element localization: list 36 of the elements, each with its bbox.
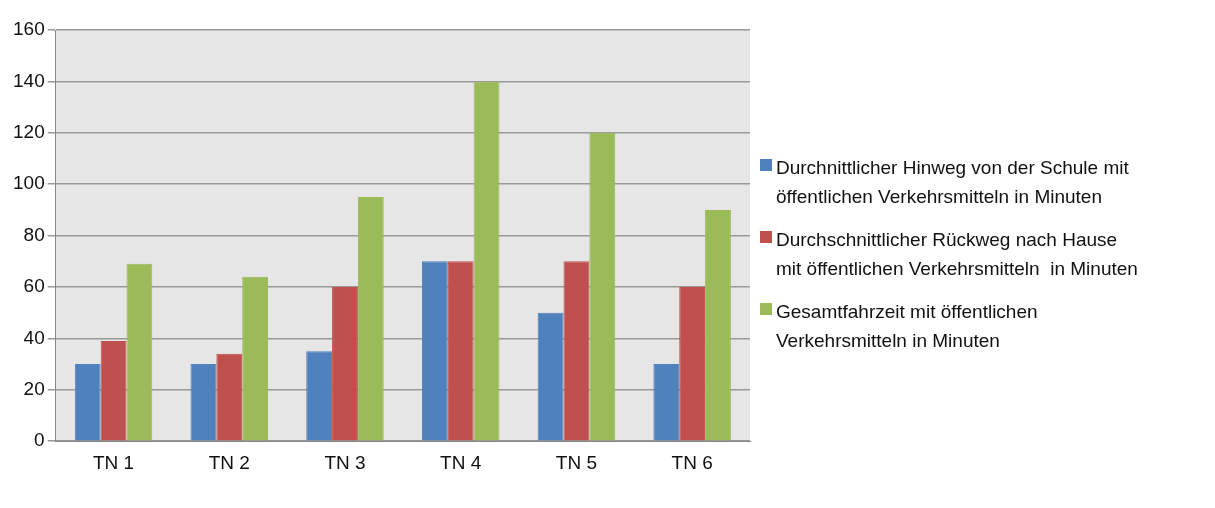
y-tick-label: 140 [13, 69, 45, 91]
legend-label: Durchschnittlicher Rückweg nach Hause mit öffentlichen Verkehrsmitteln in Minuten [776, 228, 1139, 281]
bar [705, 209, 731, 441]
y-tick-label: 60 [23, 275, 45, 297]
bar [100, 340, 127, 441]
y-tick-label: 100 [13, 172, 45, 194]
x-tick-label: TN 3 [324, 451, 366, 473]
bar [589, 132, 616, 441]
y-tick-label: 120 [13, 121, 45, 143]
bar [421, 261, 448, 441]
x-tick-label: TN 4 [440, 451, 482, 473]
bar [537, 312, 564, 441]
bar [563, 261, 590, 441]
x-tick-label: TN 5 [555, 451, 598, 473]
bar [190, 364, 217, 441]
y-tick-label: 0 [34, 429, 45, 451]
bar [357, 197, 384, 441]
x-tick-label: TN 1 [92, 451, 135, 473]
bar [216, 353, 243, 441]
bar [332, 287, 358, 441]
bar [679, 287, 706, 441]
y-tick-label: 160 [13, 18, 45, 40]
x-tick-label: TN 6 [671, 451, 713, 473]
bar [126, 263, 153, 441]
bar [242, 276, 269, 441]
x-tick-label: TN 2 [208, 451, 250, 473]
bar [447, 261, 474, 441]
bar [306, 351, 333, 441]
y-tick-label: 40 [23, 326, 45, 348]
bar [74, 364, 101, 441]
y-tick-label: 20 [23, 378, 45, 400]
bar [653, 364, 680, 441]
bar [473, 81, 500, 441]
legend-label: Gesamtfahrzeit mit öffentlichen Verkehrsmitteln in Minuten [776, 300, 1039, 353]
legend-label: Durchnittlicher Hinweg von der Schule mit öffentlichen Verkehrsmitteln in Minuten [776, 156, 1130, 209]
y-tick-label: 80 [23, 223, 45, 245]
